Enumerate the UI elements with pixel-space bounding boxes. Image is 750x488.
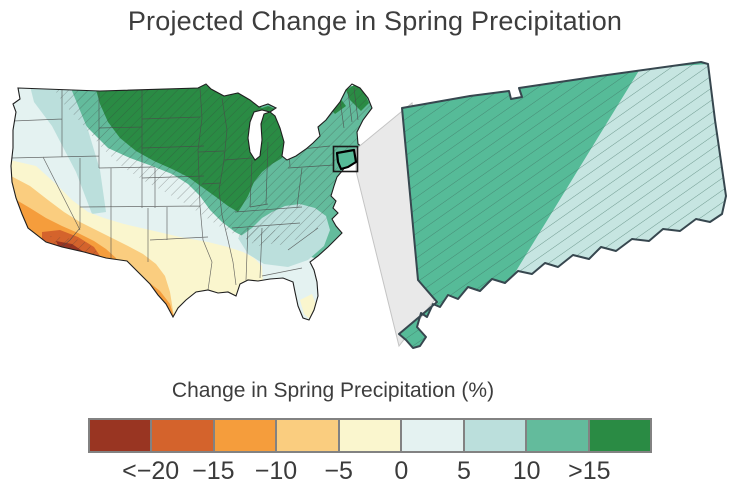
inset-hatching (399, 62, 726, 348)
legend-cell (589, 420, 650, 451)
us-outline (10, 83, 373, 321)
legend-cell (464, 420, 528, 451)
legend-cell (277, 420, 340, 451)
legend-colorbar (88, 418, 652, 453)
legend-title: Change in Spring Precipitation (%) (171, 379, 495, 402)
inset-state-outline (398, 61, 727, 349)
legend-cell (527, 420, 590, 451)
page-title: Projected Change in Spring Precipitation (127, 6, 623, 36)
legend-cell (214, 420, 278, 451)
legend-cell (402, 420, 465, 451)
connecticut-inset (332, 61, 727, 349)
legend-cell (339, 420, 403, 451)
us-map (10, 83, 373, 321)
inset-locator-box (332, 145, 359, 173)
legend-cell (90, 420, 153, 451)
legend-cell (152, 420, 215, 451)
state-borders (11, 87, 359, 291)
band-light-teal-west (30, 86, 106, 214)
inset-locator-mini-state (335, 148, 358, 171)
